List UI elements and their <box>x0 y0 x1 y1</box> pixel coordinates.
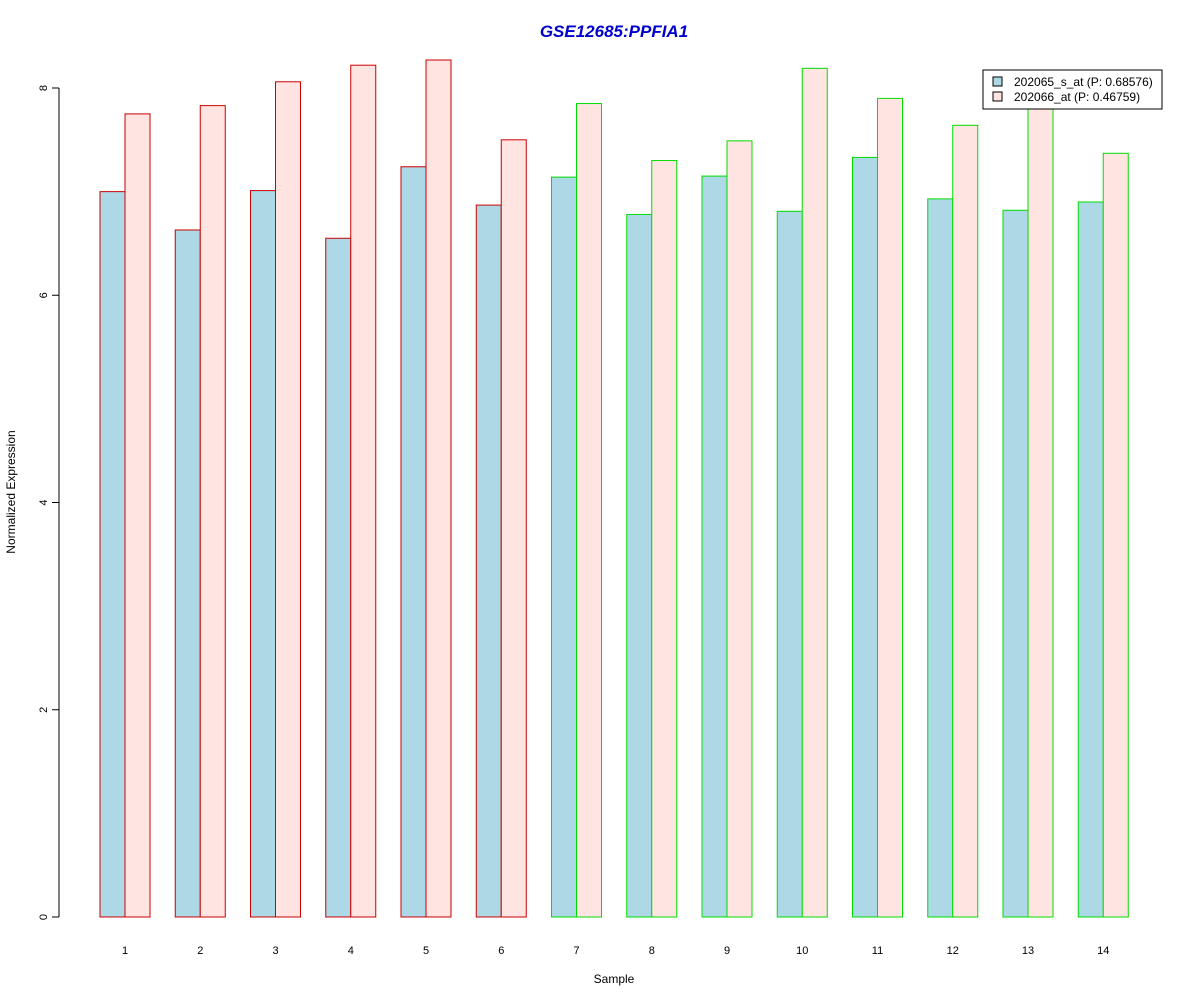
legend-swatch <box>992 76 1003 87</box>
bar <box>1077 201 1104 918</box>
x-tick-label: 12 <box>947 945 959 957</box>
y-tick-label: 8 <box>38 85 50 91</box>
legend-box <box>982 69 1163 110</box>
bar <box>952 124 979 918</box>
bar <box>852 156 878 918</box>
y-tick-label: 2 <box>38 707 50 713</box>
legend-entry: 202066_at (P: 0.46759) <box>1014 90 1140 104</box>
y-tick-label: 6 <box>38 292 50 298</box>
bar <box>400 166 427 918</box>
x-tick-label: 11 <box>872 945 883 957</box>
bar <box>927 198 954 918</box>
y-axis-label: Normalized Expression <box>4 430 18 553</box>
x-axis-label: Sample <box>594 972 635 986</box>
x-tick-label: 5 <box>423 945 429 957</box>
x-tick-label: 9 <box>724 945 730 957</box>
bar <box>1027 102 1054 918</box>
bar <box>250 190 276 918</box>
bar <box>275 81 301 918</box>
chart-title: GSE12685:PPFIA1 <box>540 22 688 41</box>
bar <box>626 213 653 918</box>
x-tick-label: 4 <box>348 945 354 957</box>
x-tick-label: 6 <box>498 945 504 957</box>
bar <box>350 64 377 918</box>
x-tick-labels: 1 2 3 4 5 6 7 8 9 10 11 12 13 14 <box>122 945 1109 957</box>
x-tick-label: 14 <box>1097 945 1109 957</box>
bar <box>199 105 226 918</box>
bar <box>1002 209 1029 918</box>
y-tick-label: 0 <box>38 914 50 920</box>
bar <box>776 210 803 918</box>
x-tick-label: 13 <box>1022 945 1034 957</box>
x-tick-label: 10 <box>796 945 808 957</box>
bar <box>576 103 602 918</box>
legend-swatch <box>992 91 1003 102</box>
bar <box>651 160 678 918</box>
bar <box>325 237 352 918</box>
bar <box>124 113 151 918</box>
bar <box>701 175 728 918</box>
bar <box>801 67 828 918</box>
bar <box>500 139 527 918</box>
bars <box>99 59 1129 918</box>
legend: 202065_s_at (P: 0.68576)202066_at (P: 0.… <box>982 69 1163 110</box>
x-tick-label: 1 <box>122 945 128 957</box>
bar <box>174 229 201 918</box>
x-tick-label: 3 <box>272 945 278 957</box>
bar <box>1102 152 1129 918</box>
bar <box>475 204 502 918</box>
legend-entry: 202065_s_at (P: 0.68576) <box>1014 75 1153 89</box>
bar <box>99 191 126 918</box>
x-tick-label: 2 <box>197 945 203 957</box>
bar <box>551 176 577 918</box>
y-axis: 0 2 4 6 8 <box>38 85 60 920</box>
x-tick-label: 8 <box>649 945 655 957</box>
bar <box>726 140 753 918</box>
bar <box>877 97 903 918</box>
x-tick-label: 7 <box>573 945 579 957</box>
y-tick-label: 4 <box>38 499 50 505</box>
bar <box>425 59 452 918</box>
